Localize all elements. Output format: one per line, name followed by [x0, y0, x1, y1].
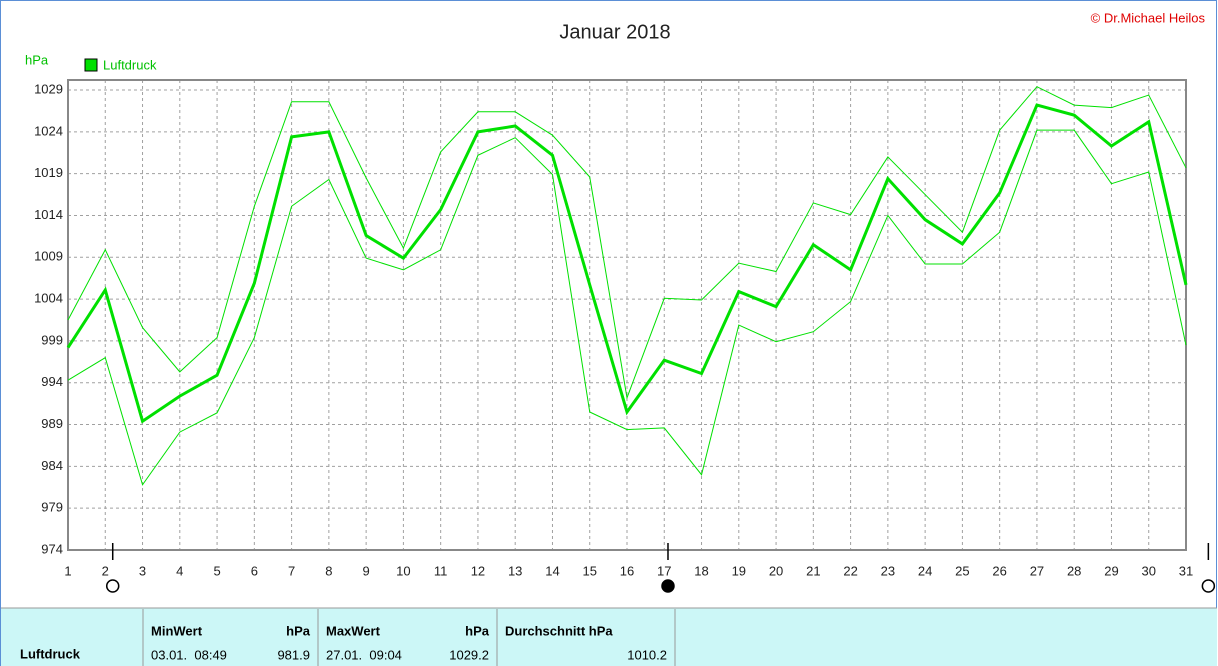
stats-header: Durchschnitt hPa: [505, 623, 613, 638]
x-tick-label: 25: [955, 563, 969, 578]
x-tick-label: 27: [1030, 563, 1044, 578]
x-tick-label: 20: [769, 563, 783, 578]
stats-unit: hPa: [286, 623, 311, 638]
stats-time: 03.01. 08:49: [151, 647, 227, 662]
x-tick-label: 23: [881, 563, 895, 578]
x-tick-label: 19: [732, 563, 746, 578]
x-tick-label: 28: [1067, 563, 1081, 578]
y-tick-label: 999: [41, 332, 63, 347]
x-tick-label: 4: [176, 563, 183, 578]
stats-value: 1029.2: [449, 647, 489, 662]
y-tick-label: 979: [41, 500, 63, 515]
legend-label: Luftdruck: [103, 57, 157, 72]
chart-title: Januar 2018: [559, 21, 670, 43]
x-tick-label: 21: [806, 563, 820, 578]
x-tick-label: 24: [918, 563, 932, 578]
moon-symbol: [105, 579, 120, 593]
x-tick-label: 14: [545, 563, 559, 578]
moon-symbol: [1201, 579, 1216, 593]
y-tick-label: 1009: [34, 249, 63, 264]
moon-symbol: [661, 579, 675, 593]
x-tick-label: 10: [396, 563, 410, 578]
x-tick-label: 22: [843, 563, 857, 578]
x-tick-label: 30: [1141, 563, 1155, 578]
x-tick-label: 9: [363, 563, 370, 578]
stats-value: 1010.2: [627, 647, 667, 662]
stats-value: 981.9: [277, 647, 310, 662]
range-line: [67, 129, 1187, 486]
x-tick-label: 17: [657, 563, 671, 578]
stats-header: MinWert: [151, 623, 203, 638]
x-tick-label: 1: [64, 563, 71, 578]
y-axis-unit: hPa: [25, 52, 49, 67]
y-tick-label: 1004: [34, 291, 63, 306]
x-tick-label: 7: [288, 563, 295, 578]
range-line: [67, 86, 1187, 400]
copyright: © Dr.Michael Heilos: [1091, 10, 1206, 25]
x-tick-label: 5: [213, 563, 220, 578]
x-tick-label: 12: [471, 563, 485, 578]
stats-header: MaxWert: [326, 623, 381, 638]
x-tick-label: 3: [139, 563, 146, 578]
y-tick-label: 1029: [34, 81, 63, 96]
stats-time: 27.01. 09:04: [326, 647, 402, 662]
stats-panel: [1, 608, 1217, 666]
stats-row-label: Luftdruck: [20, 646, 81, 661]
x-tick-label: 16: [620, 563, 634, 578]
y-tick-label: 989: [41, 416, 63, 431]
y-tick-label: 1024: [34, 123, 63, 138]
x-tick-label: 18: [694, 563, 708, 578]
x-tick-label: 29: [1104, 563, 1118, 578]
x-tick-label: 6: [251, 563, 258, 578]
x-tick-label: 26: [992, 563, 1006, 578]
y-tick-label: 994: [41, 374, 63, 389]
x-tick-label: 15: [582, 563, 596, 578]
y-tick-label: 974: [41, 541, 63, 556]
legend-swatch: [84, 58, 98, 72]
x-tick-label: 2: [102, 563, 109, 578]
stats-unit: hPa: [465, 623, 490, 638]
x-tick-label: 11: [434, 563, 448, 578]
x-tick-label: 31: [1179, 563, 1193, 578]
x-tick-label: 8: [325, 563, 332, 578]
x-tick-label: 13: [508, 563, 522, 578]
y-tick-label: 1019: [34, 165, 63, 180]
y-tick-label: 1014: [34, 207, 63, 222]
mean-line: [66, 103, 1188, 424]
y-tick-label: 984: [41, 458, 63, 473]
plot-frame: [67, 79, 1187, 551]
